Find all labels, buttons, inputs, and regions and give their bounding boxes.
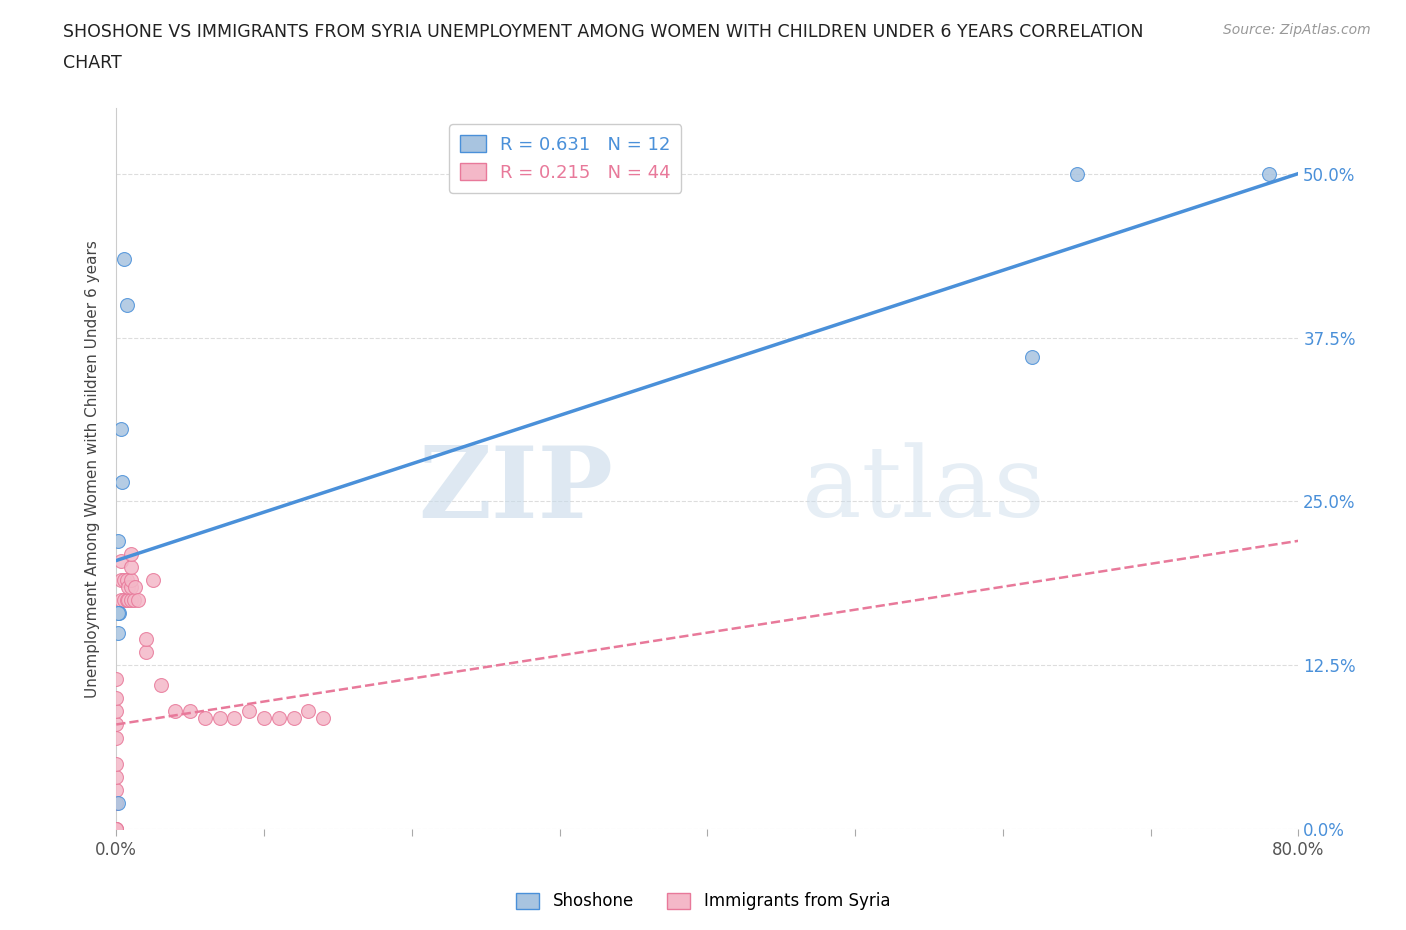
Point (135, 631, 157, 646)
Y-axis label: Unemployment Among Women with Children Under 6 years: Unemployment Among Women with Children U… (86, 240, 100, 698)
Point (105, 730, 128, 745)
Point (107, 625, 129, 640)
Point (105, 796, 128, 811)
Point (110, 422, 132, 437)
Point (208, 711, 231, 725)
Point (105, 822, 128, 837)
Point (112, 592, 135, 607)
Point (1021, 350, 1043, 365)
Point (105, 822, 128, 837)
Point (112, 251, 135, 266)
Legend: Shoshone, Immigrants from Syria: Shoshone, Immigrants from Syria (509, 885, 897, 917)
Point (117, 579, 139, 594)
Point (124, 579, 146, 594)
Point (107, 796, 129, 811)
Point (105, 783, 128, 798)
Point (115, 573, 138, 588)
Point (105, 671, 128, 686)
Point (117, 592, 139, 607)
Point (135, 644, 157, 659)
Point (111, 474, 134, 489)
Point (253, 711, 276, 725)
Point (127, 592, 149, 607)
Point (122, 592, 145, 607)
Point (120, 579, 142, 594)
Point (165, 704, 187, 719)
Point (149, 678, 172, 693)
Point (105, 822, 128, 837)
Point (105, 704, 128, 719)
Point (105, 756, 128, 771)
Point (112, 573, 135, 588)
Point (120, 592, 142, 607)
Point (312, 711, 335, 725)
Point (267, 711, 290, 725)
Text: CHART: CHART (63, 54, 122, 72)
Point (110, 573, 132, 588)
Point (179, 704, 201, 719)
Legend: R = 0.631   N = 12, R = 0.215   N = 44: R = 0.631 N = 12, R = 0.215 N = 44 (450, 125, 682, 193)
Point (1257, 166, 1279, 181)
Point (120, 573, 142, 588)
Point (142, 573, 165, 588)
Point (105, 691, 128, 706)
Point (110, 592, 132, 607)
Point (194, 711, 217, 725)
Point (238, 704, 260, 719)
Point (110, 553, 132, 568)
Text: ZIP: ZIP (418, 442, 613, 538)
Point (115, 592, 138, 607)
Text: atlas: atlas (801, 443, 1045, 538)
Point (120, 560, 142, 575)
Point (107, 534, 129, 549)
Point (108, 605, 131, 620)
Point (1066, 166, 1088, 181)
Point (224, 711, 246, 725)
Point (107, 605, 129, 620)
Point (297, 704, 319, 719)
Point (105, 717, 128, 732)
Point (283, 711, 305, 725)
Text: SHOSHONE VS IMMIGRANTS FROM SYRIA UNEMPLOYMENT AMONG WOMEN WITH CHILDREN UNDER 6: SHOSHONE VS IMMIGRANTS FROM SYRIA UNEMPL… (63, 23, 1143, 41)
Text: Source: ZipAtlas.com: Source: ZipAtlas.com (1223, 23, 1371, 37)
Point (105, 769, 128, 784)
Point (115, 298, 138, 312)
Point (120, 547, 142, 562)
